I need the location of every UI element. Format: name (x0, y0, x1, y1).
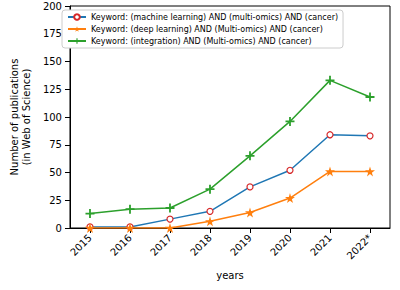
svg-text:years: years (216, 270, 244, 281)
svg-text:100: 100 (43, 112, 62, 123)
svg-text:Keyword: (machine learning) AN: Keyword: (machine learning) AND (multi-o… (91, 13, 338, 22)
svg-text:2017: 2017 (148, 232, 174, 258)
svg-text:0: 0 (56, 223, 62, 234)
svg-text:Keyword: (deep learning) AND (: Keyword: (deep learning) AND (Multi-omic… (91, 25, 323, 34)
svg-text:2021: 2021 (308, 232, 334, 258)
svg-text:Keyword: (integration) AND (Mu: Keyword: (integration) AND (Multi-omics)… (91, 37, 312, 46)
svg-text:150: 150 (43, 56, 62, 67)
svg-text:50: 50 (49, 167, 62, 178)
svg-text:2016: 2016 (108, 232, 134, 258)
svg-text:200: 200 (43, 1, 62, 12)
svg-text:75: 75 (49, 139, 62, 150)
svg-text:Number of publications: Number of publications (9, 59, 20, 176)
svg-text:2018: 2018 (188, 232, 214, 258)
svg-text:25: 25 (49, 195, 62, 206)
svg-text:2020: 2020 (268, 232, 294, 258)
svg-text:2022*: 2022* (345, 232, 374, 261)
svg-text:(in Web of Science): (in Web of Science) (21, 69, 32, 166)
svg-text:2019: 2019 (228, 232, 254, 258)
svg-text:2015: 2015 (68, 232, 94, 258)
svg-text:125: 125 (43, 84, 62, 95)
svg-text:175: 175 (43, 28, 62, 39)
